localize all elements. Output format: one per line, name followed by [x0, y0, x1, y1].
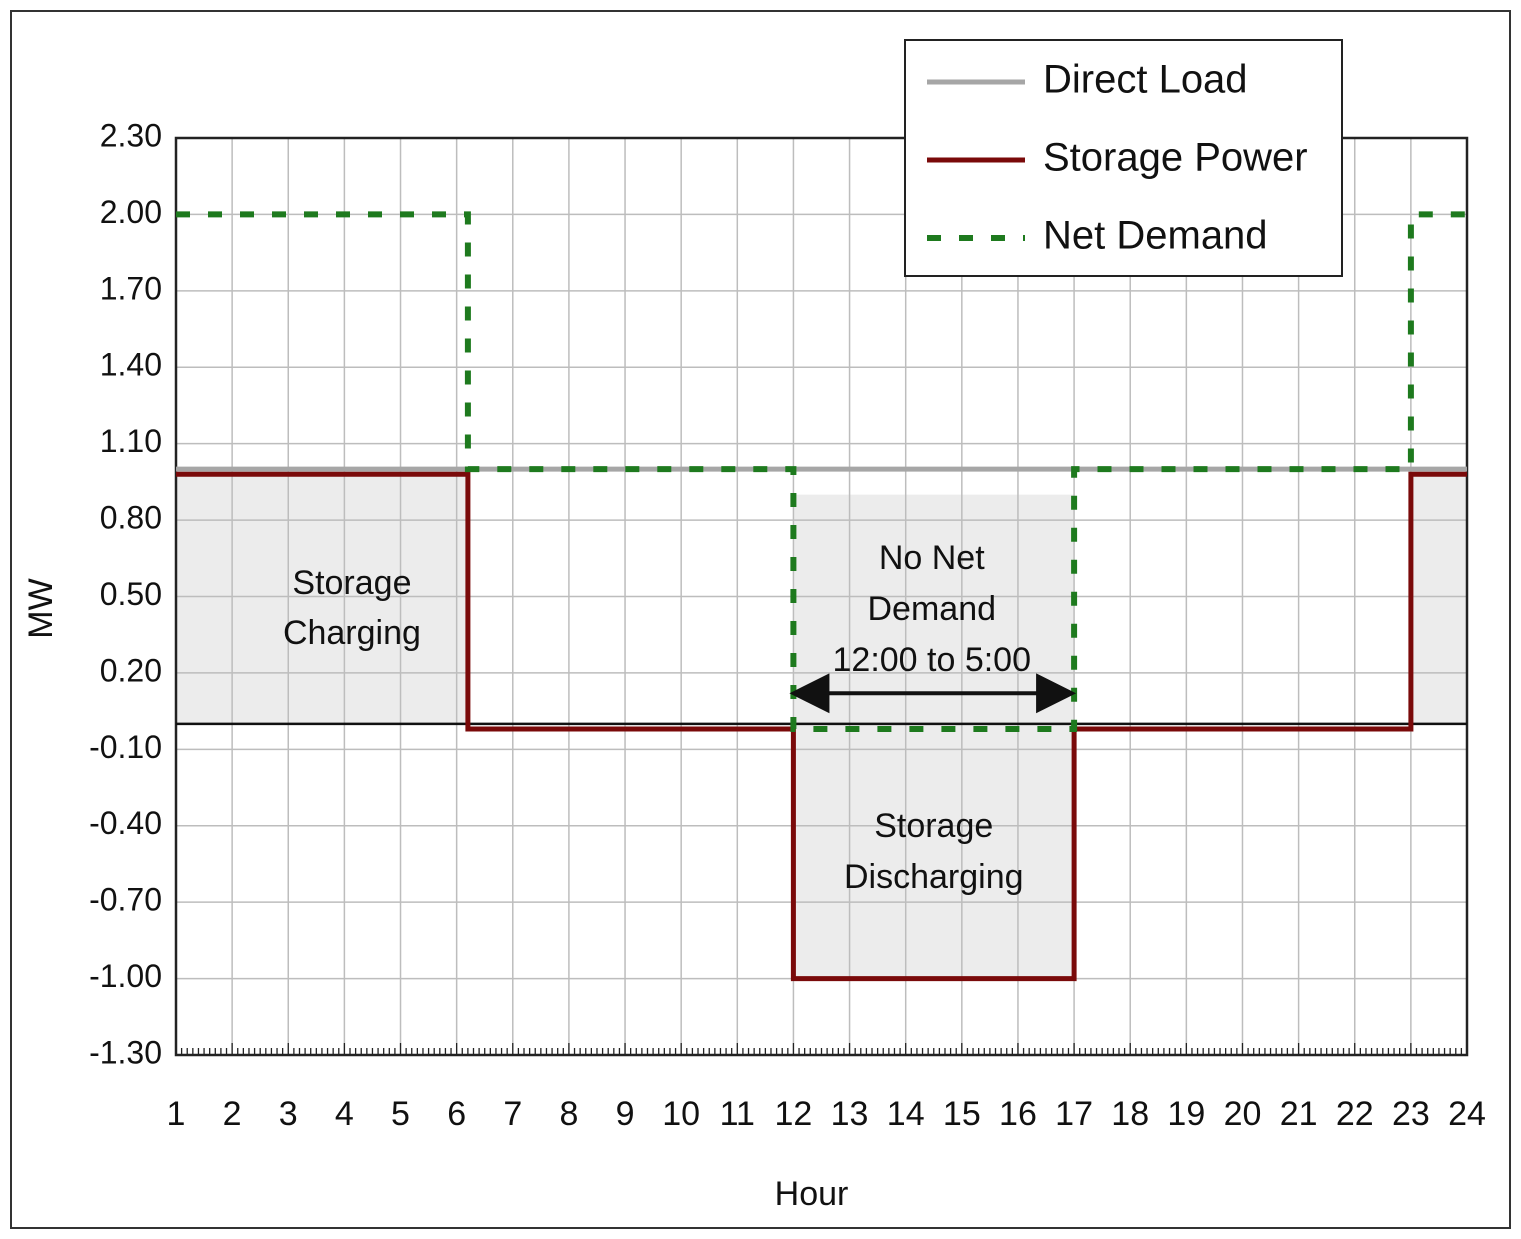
- plot-area: [174, 136, 1469, 1057]
- y-tick-label: 0.80: [100, 500, 162, 536]
- shaded-region-2: [793, 494, 1075, 979]
- y-axis-label: MW: [22, 578, 60, 638]
- legend-label-direct-load: Direct Load: [1043, 58, 1248, 102]
- annotation-no-net-demand: Demand: [868, 590, 997, 628]
- y-tick-label: 0.20: [100, 652, 162, 688]
- series-lines: [176, 211, 1467, 982]
- y-tick-label: 1.70: [100, 270, 162, 306]
- y-tick-label: -0.10: [89, 729, 162, 765]
- y-tick-label: 1.40: [100, 347, 162, 383]
- legend-label-net-demand: Net Demand: [1043, 214, 1268, 258]
- annotation-storage-charging: Charging: [283, 614, 421, 652]
- x-tick-label: 3: [279, 1095, 298, 1133]
- x-tick-label: 24: [1448, 1095, 1486, 1133]
- x-tick-label: 21: [1280, 1095, 1318, 1133]
- shaded-region-1: [176, 474, 468, 724]
- annotation-storage-discharging: Discharging: [844, 858, 1024, 896]
- series-net-demand: [176, 211, 1467, 732]
- y-tick-label: 2.30: [100, 117, 162, 153]
- y-tick-label: 1.10: [100, 423, 162, 459]
- x-tick-label: 6: [447, 1095, 466, 1133]
- y-tick-label: -1.30: [89, 1034, 162, 1070]
- x-tick-label: 17: [1055, 1095, 1093, 1133]
- y-tick-label: 0.50: [100, 576, 162, 612]
- annotations: Storage Charging No Net Demand 12:00 to 5:00…: [283, 539, 1031, 896]
- x-axis-label: Hour: [775, 1175, 849, 1213]
- x-tick-label: 11: [720, 1095, 755, 1133]
- x-tick-label: 8: [559, 1095, 578, 1133]
- chart-frame: 2.30 2.00 1.70 1.40 1.10 0.80 0.50 0.20 -0.10 -0.…: [10, 10, 1511, 1229]
- minor-ticks: [175, 1043, 1468, 1055]
- x-tick-label: 5: [391, 1095, 410, 1133]
- annotation-no-net-demand: No Net: [879, 539, 985, 577]
- x-tick-labels: 1 2 3 4 5 6 7 8 9 10 11 12 13 14 15 16 17 18 19 20 21 22 23 24: [167, 1095, 1486, 1133]
- x-tick-label: 1: [167, 1095, 186, 1133]
- shaded-regions: [176, 474, 1467, 979]
- y-tick-label: -0.40: [89, 805, 162, 841]
- x-tick-label: 20: [1224, 1095, 1262, 1133]
- x-tick-label: 15: [943, 1095, 981, 1133]
- annotation-storage-discharging: Storage: [874, 807, 993, 845]
- shaded-region-3: [1410, 474, 1467, 724]
- legend: Direct Load Storage Power Net Demand: [904, 39, 1343, 277]
- x-tick-label: 7: [503, 1095, 522, 1133]
- x-tick-label: 16: [999, 1095, 1037, 1133]
- x-tick-label: 13: [831, 1095, 869, 1133]
- x-tick-label: 10: [662, 1095, 700, 1133]
- y-tick-label: -0.70: [89, 882, 162, 918]
- x-tick-label: 18: [1111, 1095, 1149, 1133]
- x-tick-label: 14: [887, 1095, 925, 1133]
- y-tick-label: 2.00: [100, 194, 162, 230]
- x-tick-label: 19: [1167, 1095, 1205, 1133]
- y-tick-label: -1.00: [89, 958, 162, 994]
- legend-label-storage-power: Storage Power: [1043, 136, 1308, 180]
- series-storage-power: [176, 471, 1467, 982]
- annotation-storage-charging: Storage: [292, 564, 411, 602]
- y-tick-labels: 2.30 2.00 1.70 1.40 1.10 0.80 0.50 0.20 -0.10 -0.…: [89, 117, 162, 1070]
- x-tick-label: 9: [616, 1095, 635, 1133]
- x-tick-label: 4: [335, 1095, 354, 1133]
- chart-svg: 2.30 2.00 1.70 1.40 1.10 0.80 0.50 0.20 -0.10 -0.…: [22, 39, 1486, 1213]
- x-tick-label: 12: [775, 1095, 813, 1133]
- annotation-no-net-demand: 12:00 to 5:00: [833, 641, 1032, 679]
- x-tick-label: 22: [1336, 1095, 1374, 1133]
- x-tick-label: 23: [1392, 1095, 1430, 1133]
- x-tick-label: 2: [223, 1095, 242, 1133]
